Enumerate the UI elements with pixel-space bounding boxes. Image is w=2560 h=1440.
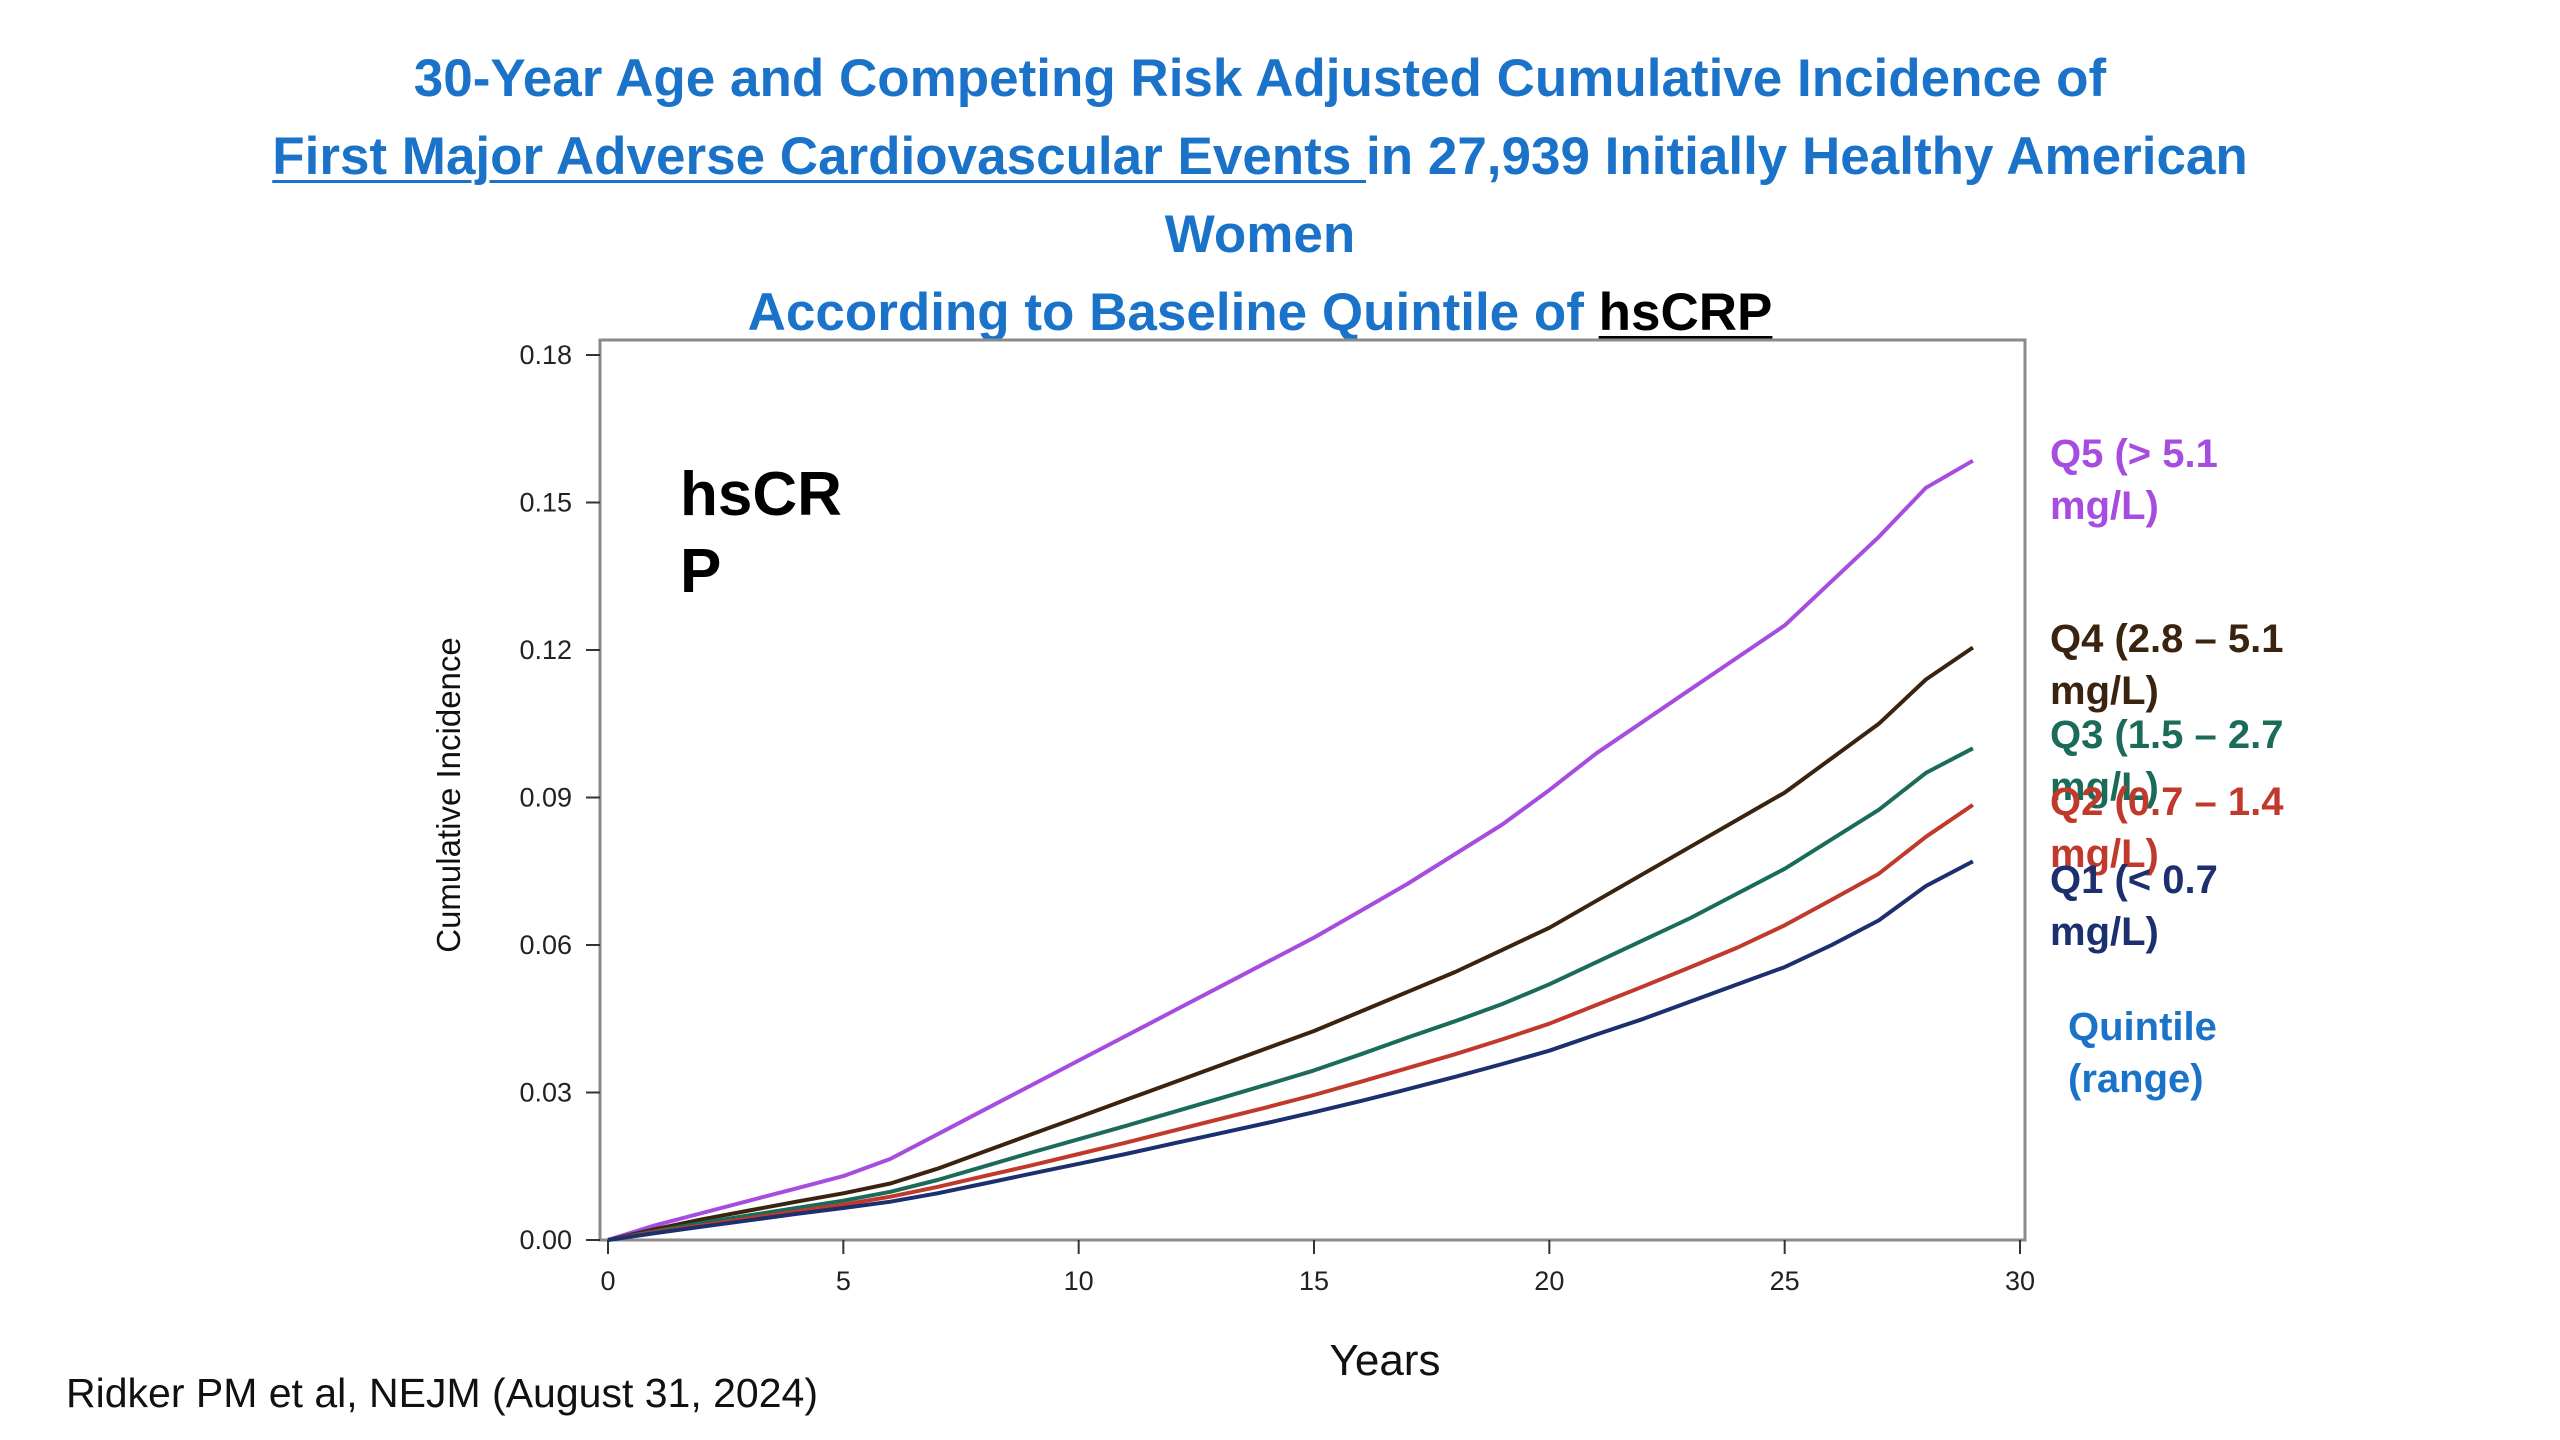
title-line-4-prefix: According to Baseline Quintile of bbox=[747, 283, 1599, 342]
series-line-4 bbox=[607, 859, 1974, 1242]
legend-title-line: Quintile bbox=[2068, 1005, 2217, 1049]
x-axis: 0 5 10 15 20 25 30 bbox=[600, 1240, 2035, 1296]
series-line-3 bbox=[607, 803, 1975, 1242]
y-tick-label: 0.09 bbox=[519, 783, 572, 813]
y-tick-label: 0.03 bbox=[519, 1078, 572, 1108]
series-labels: Q5 (> 5.1mg/L)Q4 (2.8 – 5.1mg/L)Q3 (1.5 … bbox=[2050, 432, 2284, 954]
series-label-4: mg/L) bbox=[2050, 910, 2159, 954]
x-tick-label: 20 bbox=[1534, 1266, 1564, 1296]
title-line-4: According to Baseline Quintile of hsCRP bbox=[0, 274, 2520, 352]
series-label-1: Q4 (2.8 – 5.1 bbox=[2050, 617, 2283, 661]
series-label-2: mg/L) bbox=[2050, 765, 2159, 809]
y-tick-label: 0.06 bbox=[519, 930, 572, 960]
series-line-0 bbox=[607, 458, 1974, 1242]
y-tick-label: 0.12 bbox=[519, 635, 572, 665]
y-tick-label: 0.15 bbox=[519, 488, 572, 518]
title-line-1: 30-Year Age and Competing Risk Adjusted … bbox=[413, 49, 2107, 108]
series-label-2: Q3 (1.5 – 2.7 bbox=[2050, 713, 2283, 757]
x-tick-label: 25 bbox=[1770, 1266, 1800, 1296]
series-label-0: Q5 (> 5.1 bbox=[2050, 432, 2218, 476]
inset-text-line: P bbox=[680, 537, 721, 606]
title-underlined-phrase: First Major Adverse Cardiovascular Event… bbox=[272, 127, 1367, 186]
series-label-1: mg/L) bbox=[2050, 669, 2159, 713]
series-label-4: Q1 (< 0.7 bbox=[2050, 858, 2218, 902]
title-line-2: First Major Adverse Cardiovascular Event… bbox=[0, 118, 2520, 196]
x-tick-label: 15 bbox=[1299, 1266, 1329, 1296]
y-axis-title: Cumulative Incidence bbox=[430, 637, 467, 953]
quintile-range-note: Quintile (range) bbox=[2068, 1005, 2217, 1101]
plot-frame bbox=[598, 338, 2027, 1242]
title-hscrp: hsCRP bbox=[1598, 283, 1773, 342]
series-lines bbox=[607, 458, 1975, 1242]
series-label-3: mg/L) bbox=[2050, 832, 2159, 876]
inset-text-line: hsCR bbox=[680, 460, 842, 529]
x-tick-label: 0 bbox=[600, 1266, 615, 1296]
x-tick-label: 30 bbox=[2005, 1266, 2035, 1296]
series-line-1 bbox=[607, 645, 1975, 1242]
y-tick-label: 0.18 bbox=[519, 340, 572, 370]
hscrp-inset-label: hsCR P bbox=[680, 460, 842, 606]
legend-title-line: (range) bbox=[2068, 1057, 2204, 1101]
x-tick-label: 5 bbox=[836, 1266, 851, 1296]
chart-title: 30-Year Age and Competing Risk Adjusted … bbox=[0, 40, 2520, 352]
x-axis-title: Years bbox=[1330, 1336, 1441, 1385]
title-line-2-rest: in 27,939 Initially Healthy American bbox=[1366, 127, 2248, 186]
series-line-2 bbox=[607, 746, 1974, 1242]
title-line-3: Women bbox=[1164, 205, 1356, 264]
y-axis: 0.00 0.03 0.06 0.09 0.12 0.15 0.18 bbox=[519, 340, 600, 1255]
y-tick-label: 0.00 bbox=[519, 1225, 572, 1255]
series-label-3: Q2 (0.7 – 1.4 bbox=[2050, 780, 2284, 824]
x-tick-label: 10 bbox=[1064, 1266, 1094, 1296]
citation: Ridker PM et al, NEJM (August 31, 2024) bbox=[66, 1370, 818, 1416]
series-label-0: mg/L) bbox=[2050, 484, 2159, 528]
